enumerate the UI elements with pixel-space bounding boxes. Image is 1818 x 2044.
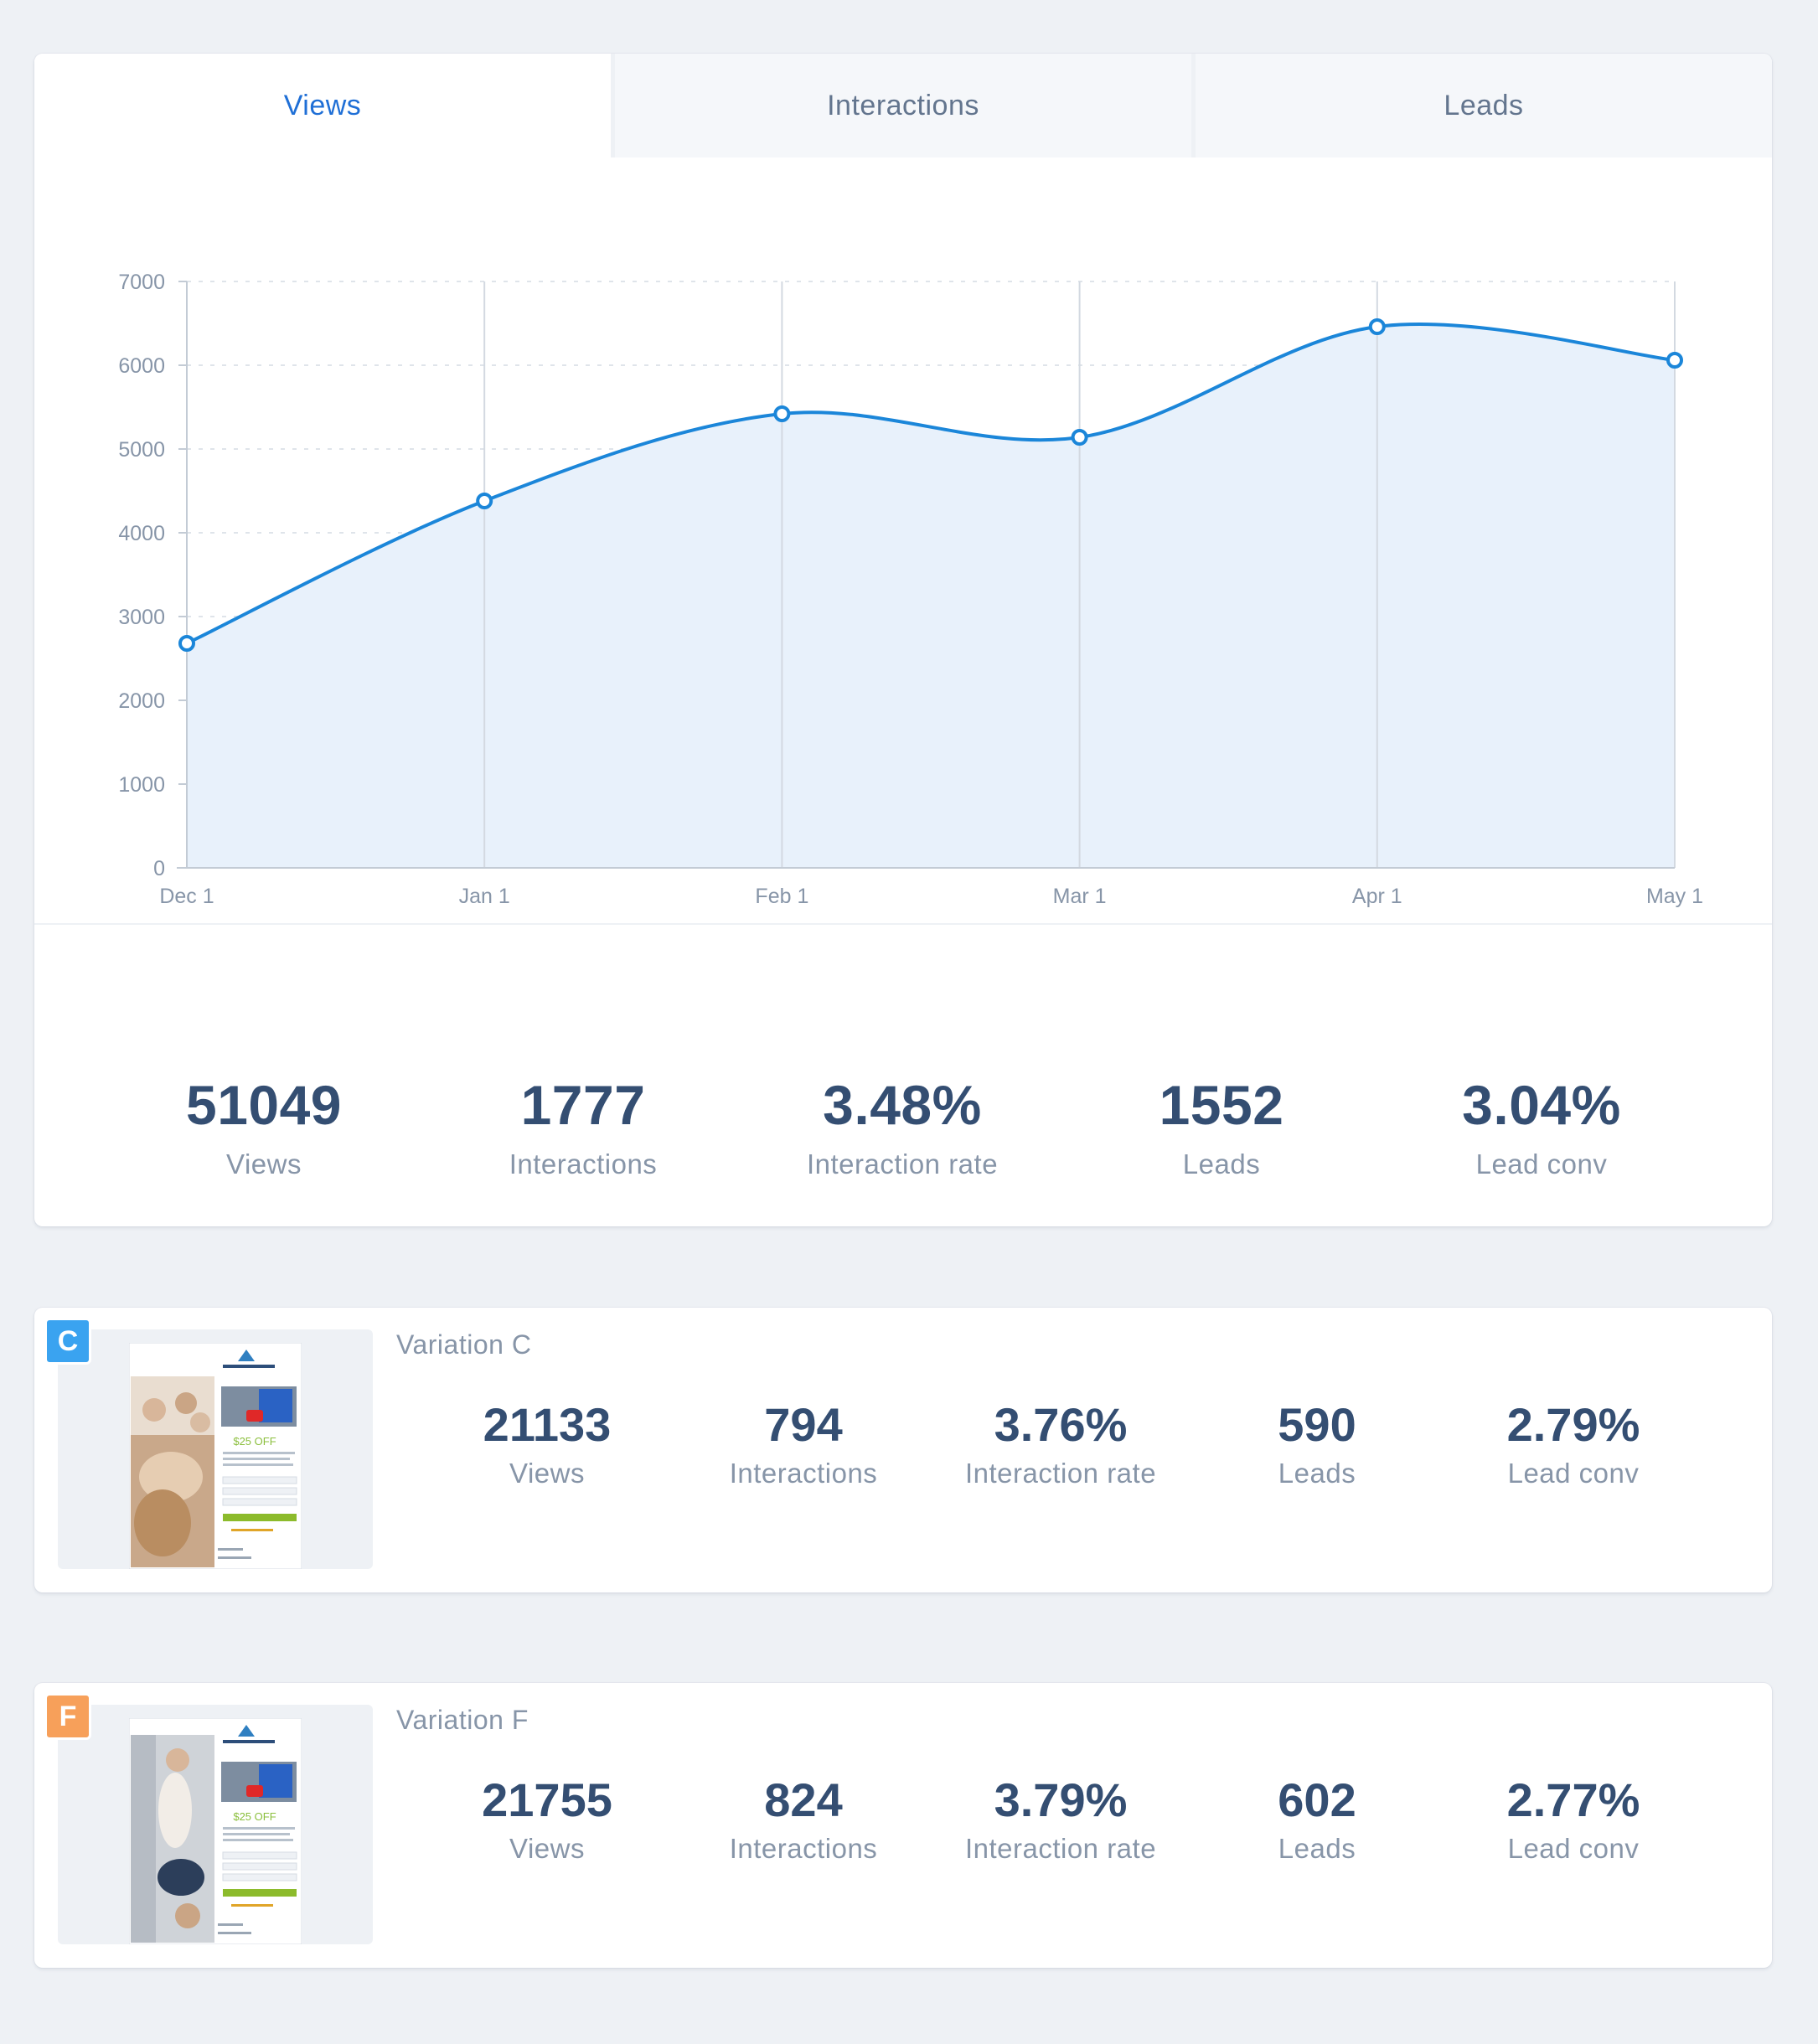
y-tick-label: 7000: [118, 271, 165, 294]
variation-c-lead-conv-value: 2.79%: [1506, 1398, 1640, 1451]
summary-interactions: 1777 Interactions: [509, 1076, 658, 1181]
variation-f-interactions-label: Interactions: [729, 1833, 878, 1864]
x-tick-label: Dec 1: [159, 885, 214, 908]
data-point: [178, 635, 195, 652]
x-tick-label: Feb 1: [755, 885, 808, 908]
summary-leads-value: 1552: [1159, 1074, 1284, 1136]
variation-c-lead-conv: 2.79% Lead conv: [1507, 1400, 1640, 1490]
variation-thumbnail-f[interactable]: $25 OFF: [58, 1705, 373, 1944]
variation-thumbnail-c[interactable]: $25 OFF: [58, 1329, 373, 1569]
variation-c-interaction-rate-value: 3.76%: [994, 1398, 1128, 1451]
variation-c-interactions-value: 794: [764, 1398, 843, 1451]
variation-f-interactions: 824 Interactions: [730, 1775, 878, 1866]
summary-interactions-value: 1777: [520, 1074, 646, 1136]
variation-f-lead-conv: 2.77% Lead conv: [1507, 1775, 1640, 1866]
y-tick-label: 4000: [118, 522, 165, 545]
views-series-line: [186, 323, 1676, 645]
summary-lead-conv: 3.04% Lead conv: [1462, 1076, 1621, 1181]
variation-f-interaction-rate: 3.79% Interaction rate: [965, 1775, 1156, 1866]
variation-f-leads-label: Leads: [1278, 1833, 1356, 1864]
variation-card-c[interactable]: C $25 OFF Varia: [34, 1308, 1772, 1592]
variation-card-f[interactable]: F $25 OFF Variation F: [34, 1683, 1772, 1968]
variation-name-f: Variation F: [396, 1705, 529, 1735]
x-tick-label: Apr 1: [1352, 885, 1402, 908]
variation-c-views-label: Views: [509, 1458, 585, 1489]
variation-f-views: 21755 Views: [482, 1775, 612, 1866]
chart-area-fill: [187, 324, 1675, 868]
variation-f-lead-conv-label: Lead conv: [1507, 1833, 1640, 1864]
summary-views-value: 51049: [185, 1074, 343, 1136]
variation-c-leads-label: Leads: [1278, 1458, 1356, 1489]
summary-interaction-rate: 3.48% Interaction rate: [807, 1076, 998, 1181]
variation-f-leads: 602 Leads: [1278, 1775, 1356, 1866]
variation-c-views: 21133 Views: [483, 1400, 612, 1490]
views-chart-card: Views Interactions Leads 0 1000 2000 3000 40…: [34, 54, 1772, 1226]
variation-badge-c: C: [44, 1318, 91, 1365]
landing-page-preview-image: $25 OFF: [129, 1343, 302, 1569]
variation-c-lead-conv-label: Lead conv: [1507, 1458, 1640, 1489]
chart-divider: [34, 923, 1772, 925]
variation-f-views-label: Views: [509, 1833, 585, 1864]
variation-c-interactions-label: Interactions: [729, 1458, 878, 1489]
data-point: [1071, 429, 1088, 446]
variation-f-interactions-value: 824: [764, 1773, 843, 1826]
tab-interactions[interactable]: Interactions: [611, 54, 1191, 157]
summary-interaction-rate-label: Interaction rate: [806, 1148, 999, 1179]
variation-c-interactions: 794 Interactions: [730, 1400, 878, 1490]
variation-f-interaction-rate-label: Interaction rate: [964, 1833, 1157, 1864]
summary-interactions-label: Interactions: [509, 1148, 658, 1179]
variation-f-views-value: 21755: [482, 1773, 612, 1826]
variation-c-leads: 590 Leads: [1278, 1400, 1356, 1490]
summary-views-label: Views: [226, 1148, 302, 1179]
variation-c-views-value: 21133: [483, 1398, 612, 1451]
x-tick-label: Jan 1: [459, 885, 510, 908]
tab-leads[interactable]: Leads: [1191, 54, 1772, 157]
variation-f-interaction-rate-value: 3.79%: [994, 1773, 1128, 1826]
y-tick-label: 2000: [118, 689, 165, 713]
data-point: [1368, 318, 1386, 335]
thumbnail-offer-text: $25 OFF: [233, 1810, 276, 1823]
summary-views: 51049 Views: [186, 1076, 342, 1181]
y-tick-label: 1000: [118, 773, 165, 797]
variation-c-interaction-rate: 3.76% Interaction rate: [965, 1400, 1156, 1490]
landing-page-preview-image: $25 OFF: [129, 1718, 302, 1944]
metric-tabs: Views Interactions Leads: [34, 54, 1772, 157]
summary-lead-conv-label: Lead conv: [1475, 1148, 1608, 1179]
x-tick-label: Mar 1: [1053, 885, 1107, 908]
variation-badge-f: F: [44, 1693, 91, 1740]
summary-interaction-rate-value: 3.48%: [823, 1074, 982, 1136]
variation-f-leads-value: 602: [1278, 1773, 1356, 1826]
variation-c-interaction-rate-label: Interaction rate: [964, 1458, 1157, 1489]
tab-views[interactable]: Views: [34, 54, 611, 157]
y-tick-label: 6000: [118, 354, 165, 378]
variation-name-c: Variation C: [396, 1329, 532, 1360]
y-tick-label: 0: [153, 857, 165, 880]
data-point: [1666, 352, 1683, 369]
thumbnail-offer-text: $25 OFF: [233, 1435, 276, 1448]
y-tick-label: 5000: [118, 438, 165, 462]
x-tick-label: May 1: [1646, 885, 1703, 908]
variation-c-leads-value: 590: [1278, 1398, 1356, 1451]
views-line-chart: 0 1000 2000 3000 4000 5000 6000 7000 Dec 1 Jan 1 F…: [118, 271, 1703, 908]
data-point: [476, 493, 493, 509]
data-point: [773, 405, 791, 422]
summary-leads-label: Leads: [1182, 1148, 1261, 1179]
summary-leads: 1552 Leads: [1159, 1076, 1284, 1181]
y-tick-label: 3000: [118, 606, 165, 629]
variation-f-lead-conv-value: 2.77%: [1506, 1773, 1640, 1826]
summary-lead-conv-value: 3.04%: [1462, 1074, 1621, 1136]
